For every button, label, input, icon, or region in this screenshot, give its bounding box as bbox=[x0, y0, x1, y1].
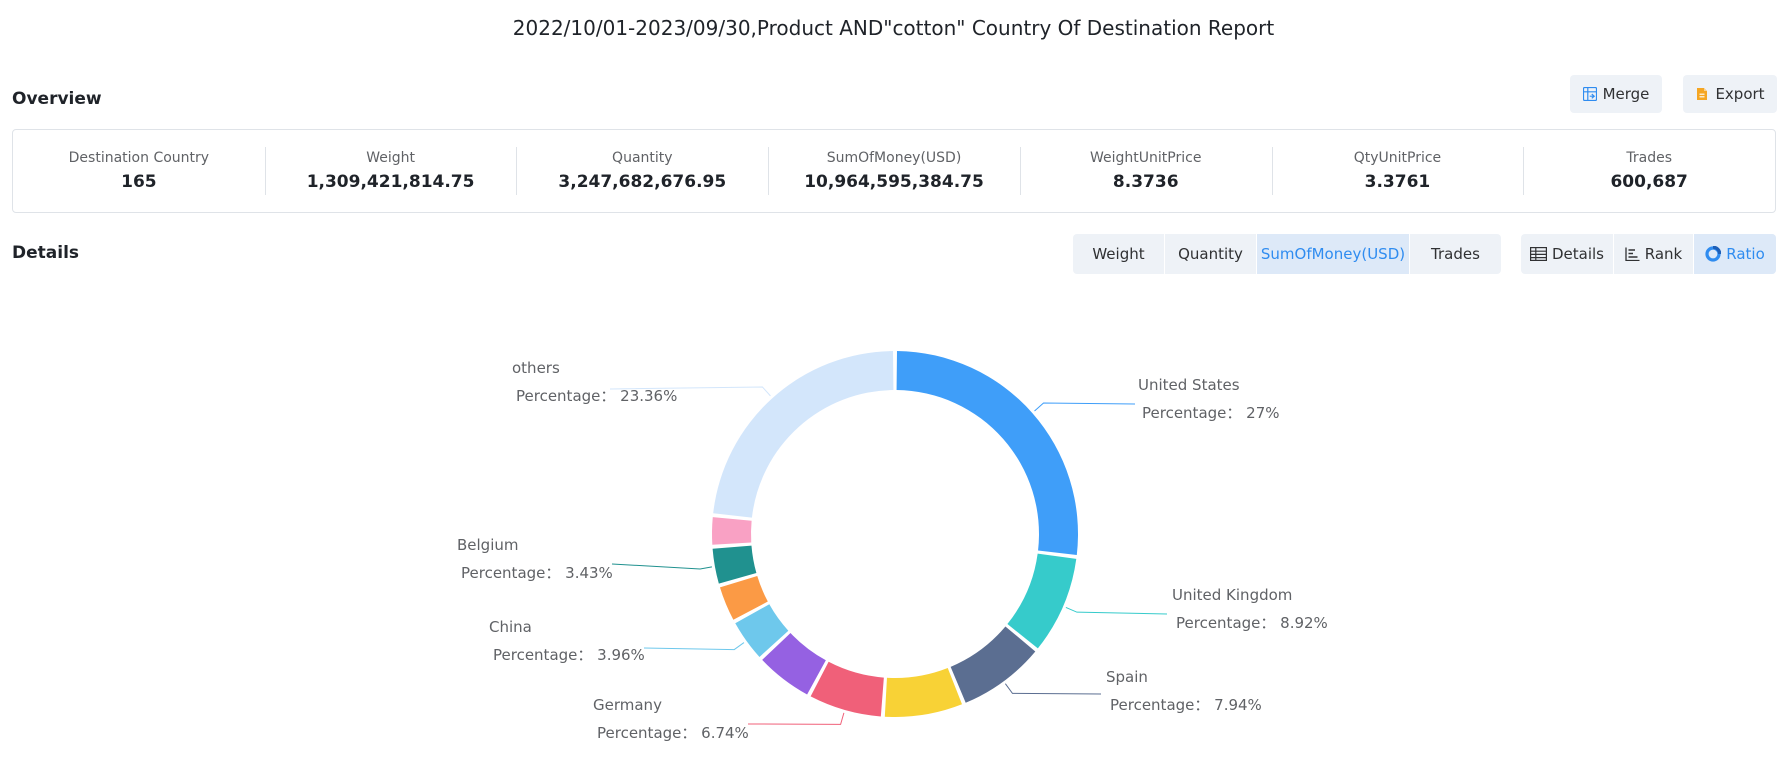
view-tab-details[interactable]: Details bbox=[1521, 234, 1614, 274]
metric-value: 1,309,421,814.75 bbox=[306, 172, 475, 192]
metric-value: 10,964,595,384.75 bbox=[804, 172, 984, 192]
metric-label: SumOfMoney(USD) bbox=[826, 150, 962, 166]
pie-label-value-belgium: Percentage： 3.43% bbox=[461, 564, 613, 582]
view-tab-rank-label: Rank bbox=[1644, 245, 1683, 263]
pie-label-name-spain: Spain bbox=[1106, 668, 1148, 686]
pie-label-value-spain: Percentage： 7.94% bbox=[1110, 696, 1262, 714]
tab-sum-of-money[interactable]: SumOfMoney(USD) bbox=[1257, 234, 1410, 274]
merge-icon bbox=[1582, 87, 1597, 101]
merge-button[interactable]: Merge bbox=[1570, 75, 1662, 113]
pie-slice-belgium[interactable] bbox=[712, 545, 757, 584]
metric-weight: Weight 1,309,421,814.75 bbox=[264, 147, 517, 195]
pie-leader-others bbox=[609, 386, 771, 397]
pie-label-name-belgium: Belgium bbox=[457, 536, 519, 554]
pie-slice-unlabeled-7[interactable] bbox=[719, 576, 768, 620]
pie-label-name-germany: Germany bbox=[593, 696, 662, 714]
metric-qty-unit-price: QtyUnitPrice 3.3761 bbox=[1271, 147, 1524, 195]
metric-trades: Trades 600,687 bbox=[1523, 147, 1775, 195]
pie-leader-united-states bbox=[1034, 402, 1136, 412]
metric-value: 8.3736 bbox=[1112, 172, 1179, 192]
metric-label: Quantity bbox=[612, 150, 673, 166]
metric-label: Trades bbox=[1626, 150, 1672, 166]
tab-quantity[interactable]: Quantity bbox=[1165, 234, 1257, 274]
metric-label: WeightUnitPrice bbox=[1090, 150, 1202, 166]
view-tab-ratio-label: Ratio bbox=[1726, 245, 1765, 263]
metric-destination-country: Destination Country 165 bbox=[13, 147, 265, 195]
metric-label: Weight bbox=[366, 150, 415, 166]
export-label: Export bbox=[1715, 85, 1765, 103]
page-title: 2022/10/01-2023/09/30,Product AND"cotton… bbox=[512, 16, 1275, 40]
pie-slice-united-states[interactable] bbox=[896, 351, 1078, 555]
rank-icon bbox=[1625, 247, 1640, 261]
pie-slice-others[interactable] bbox=[713, 351, 894, 518]
metric-weight-unit-price: WeightUnitPrice 8.3736 bbox=[1019, 147, 1272, 195]
metric-sum-of-money: SumOfMoney(USD) 10,964,595,384.75 bbox=[768, 147, 1020, 195]
pie-slice-spain[interactable] bbox=[950, 626, 1036, 703]
pie-label-name-china: China bbox=[489, 618, 532, 636]
metric-tab-group: Weight Quantity SumOfMoney(USD) Trades bbox=[1073, 234, 1501, 274]
metric-label: QtyUnitPrice bbox=[1353, 150, 1442, 166]
pie-leader-spain bbox=[1004, 683, 1102, 695]
pie-leader-germany bbox=[747, 712, 845, 725]
metric-value: 600,687 bbox=[1610, 172, 1688, 192]
pie-leader-united-kingdom bbox=[1065, 606, 1168, 615]
export-button[interactable]: Export bbox=[1683, 75, 1777, 113]
tab-trades[interactable]: Trades bbox=[1431, 245, 1480, 263]
metric-value: 165 bbox=[121, 172, 157, 192]
tab-weight[interactable]: Weight bbox=[1073, 234, 1165, 274]
pie-label-name-united-kingdom: United Kingdom bbox=[1172, 586, 1292, 604]
pie-slice-china[interactable] bbox=[735, 604, 789, 657]
metric-value: 3.3761 bbox=[1364, 172, 1431, 192]
pie-leader-belgium bbox=[611, 563, 713, 570]
pie-slice-unlabeled-9[interactable] bbox=[712, 517, 752, 545]
pie-label-value-china: Percentage： 3.96% bbox=[493, 646, 645, 664]
pie-label-value-united-states: Percentage： 27% bbox=[1142, 404, 1280, 422]
view-tab-rank[interactable]: Rank bbox=[1614, 234, 1694, 274]
export-icon bbox=[1695, 87, 1709, 101]
pie-label-value-germany: Percentage： 6.74% bbox=[597, 724, 749, 742]
pie-label-name-united-states: United States bbox=[1138, 376, 1240, 394]
metric-value: 3,247,682,676.95 bbox=[558, 172, 727, 192]
metric-quantity: Quantity 3,247,682,676.95 bbox=[516, 147, 768, 195]
merge-label: Merge bbox=[1602, 85, 1650, 103]
pie-slice-unlabeled-3[interactable] bbox=[884, 667, 963, 718]
view-tab-details-label: Details bbox=[1552, 245, 1605, 263]
overview-panel: Destination Country 165 Weight 1,309,421… bbox=[12, 129, 1776, 213]
pie-slice-germany[interactable] bbox=[810, 661, 884, 717]
metric-label: Destination Country bbox=[68, 150, 210, 166]
pie-slice-unlabeled-5[interactable] bbox=[762, 633, 826, 695]
table-icon bbox=[1530, 247, 1547, 261]
pie-label-value-united-kingdom: Percentage： 8.92% bbox=[1176, 614, 1328, 632]
details-title: Details bbox=[12, 243, 80, 263]
ratio-icon bbox=[1705, 246, 1722, 262]
pie-slice-united-kingdom[interactable] bbox=[1007, 553, 1077, 649]
pie-leader-china bbox=[643, 642, 745, 651]
view-tab-ratio[interactable]: Ratio bbox=[1694, 234, 1776, 274]
overview-title: Overview bbox=[12, 89, 102, 109]
pie-label-value-others: Percentage： 23.36% bbox=[516, 387, 677, 405]
view-tab-group: Details Rank Ratio bbox=[1521, 234, 1776, 274]
pie-label-name-others: others bbox=[512, 359, 560, 377]
